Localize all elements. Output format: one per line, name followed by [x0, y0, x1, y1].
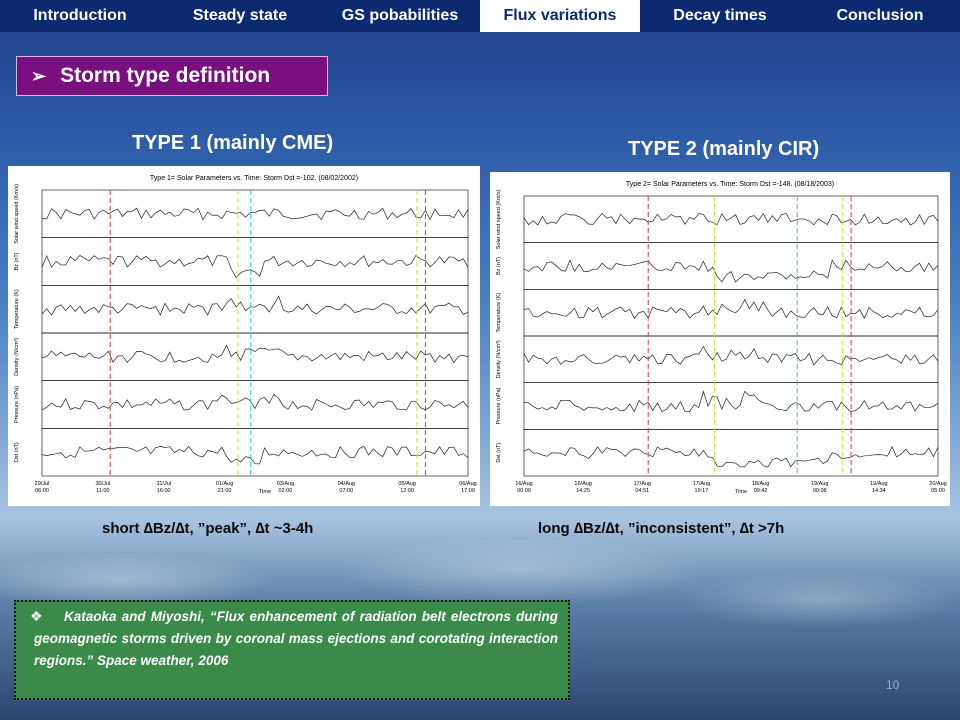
- section-title: Storm type definition: [60, 64, 271, 87]
- tab-gs-probabilities[interactable]: GS pobabilities: [341, 7, 459, 24]
- series-line: [41, 445, 469, 465]
- x-tick-label: 17:00: [461, 488, 475, 494]
- subplot-ylabel: Bz (nT): [496, 257, 502, 275]
- x-tick-label: 14:34: [872, 488, 886, 494]
- x-tick-label: 19:17: [695, 488, 709, 494]
- tab-introduction[interactable]: Introduction: [33, 7, 127, 24]
- type1-caption: short ∆Bz/∆t, ”peak”, ∆t ~3-4h: [102, 520, 314, 537]
- type1-plot-image: Type 1= Solar Parameters vs. Time: Storm…: [8, 166, 480, 506]
- x-tick-label: 18/Aug: [752, 481, 769, 487]
- subplot-ylabel: Bz (nT): [14, 252, 20, 270]
- subplot-ylabel: Temperature (K): [14, 289, 20, 329]
- subplot-ylabel: Density (N/cm³): [14, 338, 20, 376]
- x-tick-label: 00:00: [517, 488, 531, 494]
- x-tick-label: 16/Aug: [515, 481, 532, 487]
- x-tick-label: 00:08: [813, 488, 827, 494]
- subplot-frame: [523, 242, 939, 290]
- series-line: [41, 295, 469, 316]
- arrow-bullet-icon: ➢: [31, 65, 47, 86]
- series-line: [523, 212, 939, 226]
- type2-plot: Type 2= Solar Parameters vs. Time: Storm…: [496, 181, 947, 495]
- x-axis-label: Time: [735, 489, 747, 495]
- subplot-ylabel: Pressure (nPa): [496, 387, 502, 424]
- diamond-bullet-icon: ❖: [30, 608, 43, 624]
- series-line: [523, 445, 939, 468]
- subplot-frame: [41, 332, 469, 381]
- tab-flux-variations[interactable]: Flux variations: [480, 0, 640, 32]
- x-axis-label: Time: [259, 489, 271, 495]
- x-tick-label: 05/Aug: [398, 481, 415, 487]
- subplot-ylabel: Density (N/cm³): [496, 340, 502, 378]
- x-tick-label: 19/Aug: [811, 481, 828, 487]
- series-line: [41, 393, 469, 411]
- top-navigation: Introduction Steady state GS pobabilitie…: [0, 0, 960, 32]
- tab-steady-state[interactable]: Steady state: [192, 7, 288, 24]
- x-tick-label: 12:00: [400, 488, 414, 494]
- series-line: [41, 207, 469, 221]
- reference-box: ❖ Kataoka and Miyoshi, “Flux enhancement…: [14, 600, 570, 700]
- x-tick-label: 02:00: [279, 488, 293, 494]
- plot-title: Type 1= Solar Parameters vs. Time: Storm…: [150, 175, 358, 182]
- subplot-ylabel: Temperature (K): [496, 293, 502, 333]
- x-tick-label: 01/Aug: [216, 481, 233, 487]
- x-tick-label: 07:00: [339, 488, 353, 494]
- subplot-ylabel: Dst (nT): [496, 443, 502, 463]
- x-tick-label: 21:00: [218, 488, 232, 494]
- reference-text: Kataoka and Miyoshi, “Flux enhancement o…: [34, 609, 558, 668]
- tab-decay-times[interactable]: Decay times: [673, 7, 767, 24]
- series-line: [41, 344, 469, 364]
- series-line: [523, 345, 939, 366]
- x-tick-label: 06/Aug: [459, 481, 476, 487]
- section-title-box: ➢ Storm type definition: [16, 56, 328, 96]
- x-tick-label: 29/Jul: [35, 481, 50, 487]
- subplot-frame: [41, 380, 469, 429]
- x-tick-label: 31/Jul: [156, 481, 171, 487]
- tab-conclusion[interactable]: Conclusion: [836, 7, 924, 24]
- type1-heading: TYPE 1 (mainly CME): [132, 132, 334, 154]
- type2-caption: long ∆Bz/∆t, ”inconsistent”, ∆t >7h: [538, 520, 785, 537]
- x-tick-label: 14:25: [576, 488, 590, 494]
- plot-title: Type 2= Solar Parameters vs. Time: Storm…: [626, 181, 834, 188]
- x-tick-label: 04/Aug: [338, 481, 355, 487]
- x-tick-label: 06:00: [35, 488, 49, 494]
- type2-heading: TYPE 2 (mainly CIR): [628, 138, 820, 160]
- series-line: [523, 390, 939, 413]
- x-tick-label: 17/Aug: [693, 481, 710, 487]
- x-tick-label: 09:42: [754, 488, 768, 494]
- series-line: [523, 298, 939, 319]
- x-tick-label: 20/Aug: [929, 481, 946, 487]
- series-line: [523, 259, 939, 283]
- subplot-frame: [41, 237, 469, 286]
- x-tick-label: 11:00: [96, 488, 109, 494]
- type2-plot-image: Type 2= Solar Parameters vs. Time: Storm…: [490, 172, 950, 506]
- subplot-frame: [523, 335, 939, 383]
- x-tick-label: 04:51: [635, 488, 649, 494]
- subplot-ylabel: Pressure (nPa): [14, 386, 20, 423]
- subplot-frame: [523, 429, 939, 477]
- subplot-ylabel: Dst (nT): [14, 442, 20, 462]
- subplot-frame: [41, 428, 469, 477]
- x-tick-label: 16:00: [157, 488, 171, 494]
- x-tick-label: 16/Aug: [574, 481, 591, 487]
- series-line: [41, 254, 469, 279]
- subplot-ylabel: Solar wind speed (Km/s): [496, 189, 502, 249]
- page-number: 10: [886, 678, 900, 692]
- x-tick-label: 05:00: [931, 488, 945, 494]
- x-tick-label: 17/Aug: [634, 481, 651, 487]
- x-tick-label: 03/Aug: [277, 481, 294, 487]
- subplot-ylabel: Solar wind speed (Km/s): [14, 184, 20, 244]
- x-tick-label: 30/Jul: [96, 481, 111, 487]
- type1-plot: Type 1= Solar Parameters vs. Time: Storm…: [14, 175, 477, 495]
- subplot-frame: [41, 285, 469, 334]
- x-tick-label: 19/Aug: [870, 481, 887, 487]
